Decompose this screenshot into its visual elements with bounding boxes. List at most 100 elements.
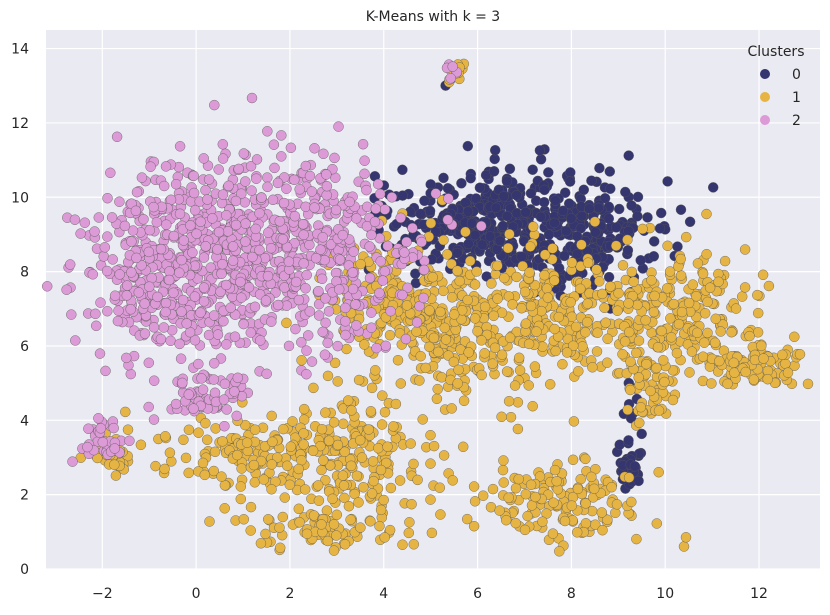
data-point (351, 470, 363, 481)
data-point (488, 166, 500, 177)
data-point (547, 528, 559, 539)
data-point (313, 495, 325, 506)
data-point (479, 301, 491, 312)
data-point (243, 282, 255, 293)
data-point (321, 189, 332, 201)
data-point (713, 276, 724, 287)
data-point (319, 349, 331, 360)
data-point (623, 298, 634, 309)
data-point (523, 338, 535, 350)
data-point (245, 327, 257, 338)
data-point (236, 292, 247, 303)
y-tick-label: 10 (11, 190, 29, 206)
data-point (634, 417, 645, 428)
data-point (373, 178, 384, 190)
data-point (388, 421, 399, 432)
data-point (109, 459, 120, 470)
data-point (697, 351, 709, 362)
data-point (199, 469, 211, 481)
data-point (356, 452, 368, 463)
data-point (699, 337, 710, 348)
data-point (666, 332, 677, 343)
data-point (462, 206, 474, 217)
data-point (460, 226, 471, 238)
data-point (374, 520, 385, 532)
data-point (298, 439, 309, 450)
data-point (394, 475, 406, 486)
data-point (155, 333, 167, 345)
data-point (709, 337, 721, 348)
data-point (476, 335, 487, 346)
data-point (365, 406, 377, 417)
data-point (649, 290, 660, 302)
y-tick-label: 12 (11, 116, 29, 132)
data-point (504, 228, 515, 240)
data-point (408, 539, 419, 550)
data-point (633, 372, 644, 383)
data-point (714, 355, 725, 367)
data-point (782, 367, 794, 378)
data-point (789, 331, 800, 342)
data-point (395, 212, 406, 224)
data-point (503, 396, 515, 407)
data-point (120, 406, 131, 418)
data-point (93, 413, 104, 424)
data-point (355, 522, 366, 533)
data-point (438, 450, 450, 461)
data-point (427, 272, 438, 283)
data-point (340, 316, 351, 327)
data-point (159, 463, 170, 475)
data-point (756, 340, 767, 351)
data-point (310, 253, 322, 264)
data-point (274, 216, 285, 227)
data-point (510, 483, 522, 494)
data-point (549, 323, 560, 335)
data-point (377, 390, 388, 401)
data-point (611, 240, 622, 251)
data-point (577, 341, 588, 352)
data-point (339, 446, 350, 457)
data-point (195, 216, 206, 228)
data-point (458, 441, 469, 452)
data-point (301, 269, 312, 281)
data-point (687, 279, 698, 290)
data-point (109, 443, 120, 454)
data-point (580, 453, 591, 465)
data-point (369, 216, 381, 228)
data-point (114, 196, 125, 207)
data-point (443, 193, 454, 204)
data-point (188, 403, 199, 414)
data-point (379, 204, 391, 215)
data-point (299, 403, 310, 415)
data-point (262, 270, 274, 282)
data-point (517, 260, 528, 272)
data-point (525, 241, 536, 252)
data-point (306, 186, 317, 197)
data-point (230, 195, 242, 207)
data-point (385, 482, 397, 494)
data-point (529, 361, 541, 372)
x-axis-ticks: −2 0 2 4 6 8 10 12 (92, 586, 768, 602)
data-point (79, 217, 91, 228)
data-point (438, 234, 449, 246)
data-point (587, 362, 598, 373)
legend-label-2: 2 (792, 113, 801, 129)
data-point (183, 389, 195, 400)
data-point (525, 479, 537, 490)
data-point (263, 227, 274, 238)
data-point (233, 163, 244, 175)
data-point (145, 161, 156, 172)
data-point (487, 483, 499, 495)
data-point (232, 449, 243, 461)
data-point (102, 192, 113, 204)
data-point (304, 306, 315, 317)
data-point (101, 265, 113, 277)
data-point (642, 212, 653, 223)
data-point (525, 188, 537, 199)
data-point (541, 283, 553, 294)
data-point (247, 251, 258, 263)
data-point (111, 131, 123, 143)
data-point (245, 501, 257, 513)
data-point (425, 217, 437, 229)
data-point (102, 231, 113, 242)
